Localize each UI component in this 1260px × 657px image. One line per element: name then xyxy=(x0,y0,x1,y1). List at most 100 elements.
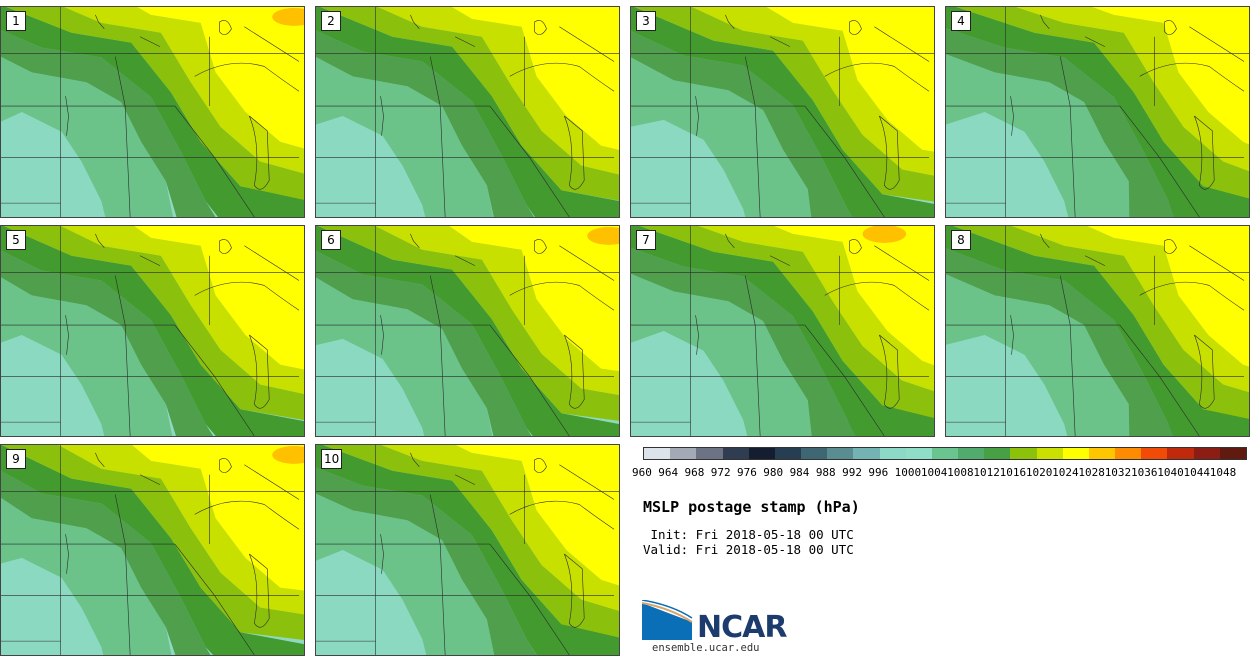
source-url: ensemble.ucar.edu xyxy=(652,642,760,654)
state-border-line xyxy=(1010,96,1014,136)
state-border-line xyxy=(1189,245,1245,281)
pressure-contour-fill xyxy=(451,7,619,150)
colorbar-tick-label: 984 xyxy=(789,466,810,479)
pressure-contour-fill xyxy=(631,31,853,217)
pressure-contour-fill xyxy=(1,250,214,436)
state-border-line xyxy=(559,26,615,62)
pressure-contour-fill xyxy=(1,334,105,436)
pressure-contour-fill xyxy=(953,226,1249,419)
pressure-contour-fill xyxy=(1092,7,1249,145)
state-border-line xyxy=(1119,105,1200,217)
panel-number-label: 7 xyxy=(636,230,656,250)
state-border-line xyxy=(139,255,161,266)
state-border-line xyxy=(244,245,300,281)
state-border-line xyxy=(509,281,615,311)
pressure-contour-fill xyxy=(318,226,619,421)
state-border-line xyxy=(65,534,69,574)
panel-number-label: 4 xyxy=(951,11,971,31)
pressure-map xyxy=(631,7,934,217)
state-border-line xyxy=(695,96,699,136)
colorbar-swatch xyxy=(1167,448,1194,459)
state-border-line xyxy=(249,334,270,409)
state-border-line xyxy=(139,474,161,485)
state-border-line xyxy=(744,275,761,436)
high-pressure-patch xyxy=(272,445,304,464)
state-border-line xyxy=(769,255,791,266)
state-border-line xyxy=(1164,239,1177,254)
state-border-line xyxy=(849,239,862,254)
state-border-line xyxy=(1010,315,1014,355)
pressure-contour-fill xyxy=(766,7,934,152)
colorbar-tick-label: 1032 xyxy=(1104,466,1132,479)
state-border-line xyxy=(489,324,570,436)
colorbar-swatch xyxy=(1088,448,1116,459)
state-border-line xyxy=(804,105,885,217)
colorbar-tick-label: 1020 xyxy=(1025,466,1053,479)
state-border-line xyxy=(219,458,232,473)
state-border-line xyxy=(1139,281,1245,311)
state-border-line xyxy=(249,553,270,628)
colorbar-swatch xyxy=(827,448,854,459)
pressure-contour-fill xyxy=(58,445,304,615)
pressure-contour-fill xyxy=(322,445,619,638)
panel-number-label: 3 xyxy=(636,11,656,31)
colorbar-tick-label: 1016 xyxy=(999,466,1027,479)
state-border-line xyxy=(410,14,420,29)
colorbar-tick-label: 1000 xyxy=(894,466,922,479)
colorbar-swatch xyxy=(1036,448,1063,459)
colorbar-tick-label: 996 xyxy=(868,466,889,479)
state-border-line xyxy=(509,500,615,530)
state-border-line xyxy=(174,105,255,217)
state-border-line xyxy=(380,315,384,355)
colorbar-swatch xyxy=(1141,448,1168,459)
pressure-contour-fill xyxy=(64,7,304,174)
pressure-map xyxy=(316,7,619,217)
ncar-logo-text: NCAR xyxy=(697,610,787,645)
state-border-line xyxy=(410,233,420,248)
colorbar-tick-label: 968 xyxy=(684,466,705,479)
state-border-line xyxy=(1139,62,1245,92)
state-border-line xyxy=(1084,255,1106,266)
state-border-line xyxy=(454,36,476,47)
pressure-map xyxy=(316,226,619,436)
high-pressure-patch xyxy=(272,7,304,26)
panel-2: 2 xyxy=(315,6,620,218)
colorbar-swatch xyxy=(1010,448,1037,459)
colorbar-swatch xyxy=(853,448,880,459)
panel-7: 7 xyxy=(630,225,935,437)
state-border-line xyxy=(564,115,585,190)
panel-number-label: 2 xyxy=(321,11,341,31)
state-border-line xyxy=(489,543,570,655)
pressure-contour-fill xyxy=(316,550,427,655)
state-border-line xyxy=(879,334,900,409)
pressure-contour-fill xyxy=(1015,7,1249,172)
pressure-map xyxy=(946,226,1249,436)
state-border-line xyxy=(849,20,862,35)
colorbar-swatch xyxy=(696,448,723,459)
valid-time: Valid: Fri 2018-05-18 00 UTC xyxy=(643,542,854,557)
panel-number-label: 6 xyxy=(321,230,341,250)
state-border-line xyxy=(769,36,791,47)
pressure-contour-fill xyxy=(631,119,746,217)
colorbar-swatch xyxy=(670,448,697,459)
state-border-line xyxy=(194,500,300,530)
colorbar-tick-label: 976 xyxy=(737,466,757,479)
colorbar-swatch xyxy=(879,448,906,459)
state-border-line xyxy=(1059,275,1076,436)
pressure-contour-fill xyxy=(137,7,304,149)
colorbar-tick-label: 1036 xyxy=(1130,466,1158,479)
state-border-line xyxy=(534,458,547,473)
pressure-contour-fill xyxy=(1,226,304,436)
state-border-line xyxy=(564,553,585,628)
colorbar-swatch xyxy=(748,448,775,459)
state-border-line xyxy=(139,36,161,47)
state-border-line xyxy=(559,464,615,500)
pressure-map xyxy=(316,445,619,655)
pressure-map xyxy=(631,226,934,436)
colorbar xyxy=(643,447,1247,460)
pressure-contour-fill xyxy=(6,7,304,200)
state-border-line xyxy=(824,62,930,92)
state-border-line xyxy=(174,324,255,436)
pressure-contour-fill xyxy=(316,7,619,217)
pressure-contour-fill xyxy=(946,7,1249,217)
